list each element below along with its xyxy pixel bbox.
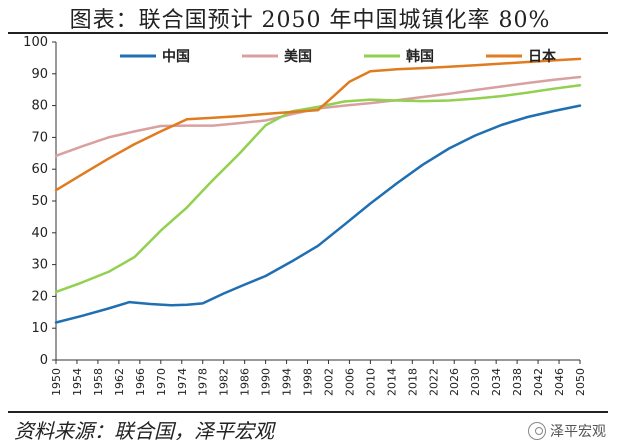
y-tick-label: 70	[31, 130, 48, 145]
x-tick-label: 1986	[239, 368, 252, 396]
y-tick-label: 90	[31, 67, 48, 82]
wechat-icon	[528, 422, 546, 440]
y-tick-label: 30	[31, 258, 48, 273]
y-tick-label: 40	[31, 226, 48, 241]
legend-label: 日本	[528, 48, 557, 65]
y-tick-label: 0	[40, 353, 48, 368]
y-axis-ticks: 0 10 20 30 40 50 60 70 80 90 100	[23, 35, 56, 368]
x-tick-label: 1998	[302, 368, 315, 396]
x-tick-label: 1994	[281, 368, 294, 396]
x-tick-label: 1990	[260, 368, 273, 396]
title-divider	[8, 32, 608, 34]
chart-legend: 中国 美国 韩国 日本	[120, 48, 557, 65]
source-divider	[8, 411, 608, 413]
x-tick-label: 1954	[71, 368, 84, 396]
series-lines	[54, 57, 582, 324]
x-tick-label: 1978	[197, 368, 210, 396]
watermark: 泽平宏观	[528, 421, 606, 441]
y-tick-label: 100	[23, 35, 48, 50]
source-note: 资料来源：联合国，泽平宏观	[14, 419, 274, 443]
y-tick-label: 20	[31, 289, 48, 304]
legend-label: 韩国	[406, 48, 434, 65]
x-tick-label: 2022	[427, 368, 440, 396]
x-tick-label: 2006	[343, 368, 356, 396]
x-tick-label: 1962	[113, 368, 126, 396]
x-tick-label: 1950	[50, 368, 63, 396]
y-tick-label: 60	[31, 162, 48, 177]
series-line-中国	[54, 104, 582, 324]
legend-label: 美国	[284, 48, 312, 65]
x-tick-label: 2030	[469, 368, 482, 396]
x-tick-label: 2042	[532, 368, 545, 396]
x-tick-label: 1974	[176, 368, 189, 396]
x-tick-label: 2034	[490, 368, 503, 396]
watermark-text: 泽平宏观	[550, 424, 606, 440]
x-tick-label: 2046	[553, 368, 566, 396]
y-tick-label: 80	[31, 99, 48, 114]
x-tick-label: 1958	[92, 368, 105, 396]
y-tick-label: 50	[31, 194, 48, 209]
x-tick-label: 1970	[155, 368, 168, 396]
x-tick-label: 2014	[385, 368, 398, 396]
x-tick-label: 2026	[448, 368, 461, 396]
chart-axes	[55, 42, 580, 361]
series-line-韩国	[54, 83, 582, 294]
series-line-日本	[54, 57, 582, 192]
x-tick-label: 2038	[511, 368, 524, 396]
x-axis-ticks: 1950 1954 1958 1962 1966 1970 1974 1978 1982 1986…	[50, 360, 587, 396]
y-tick-label: 10	[31, 321, 48, 336]
x-tick-label: 1982	[218, 368, 231, 396]
x-tick-label: 2018	[406, 368, 419, 396]
page-title: 图表：联合国预计 2050 年中国城镇化率 80%	[69, 8, 551, 33]
x-tick-label: 2050	[574, 368, 587, 396]
x-tick-label: 2002	[322, 368, 335, 396]
legend-label: 中国	[162, 48, 190, 65]
x-tick-label: 2010	[364, 368, 377, 396]
x-tick-label: 1966	[134, 368, 147, 396]
